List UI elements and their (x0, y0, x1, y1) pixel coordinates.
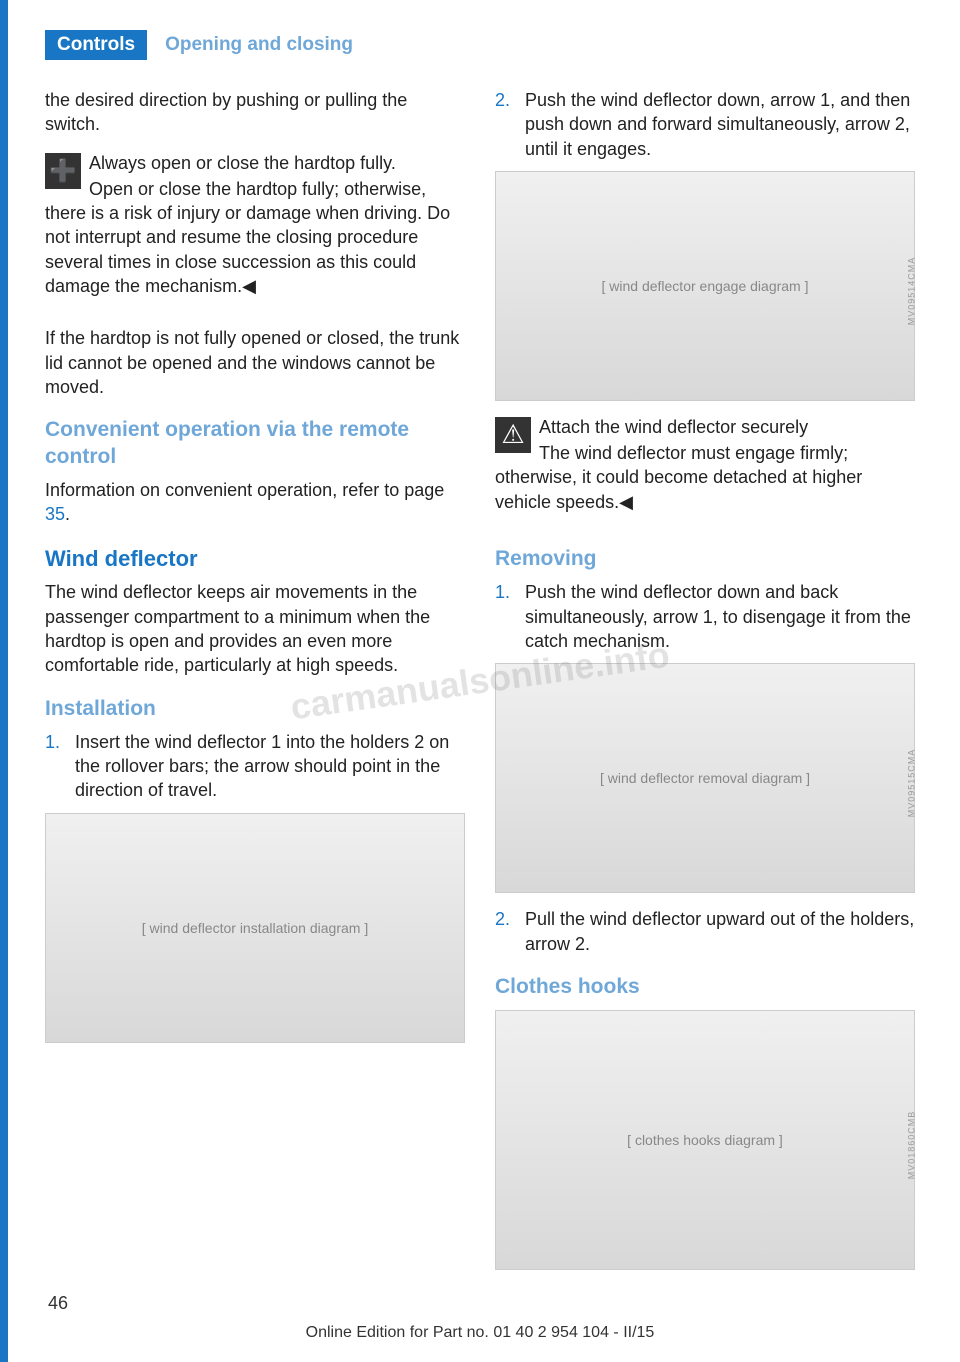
step-text: Push the wind deflector down and back si… (525, 580, 915, 653)
figure-removing: [ wind deflector removal diagram ] MV095… (495, 663, 915, 893)
removing-steps: 1. Push the wind deflector down and back… (495, 580, 915, 653)
warning-callout: Attach the wind deflector securely The w… (495, 415, 915, 528)
heading-installation: Installation (45, 696, 465, 722)
header-section: Controls (45, 30, 147, 60)
list-item: 1. Insert the wind deflector 1 into the … (45, 730, 465, 803)
step-text: Insert the wind deflector 1 into the hol… (75, 730, 465, 803)
paragraph: The wind deflector keeps air movements i… (45, 580, 465, 677)
installation-steps-cont: 2. Push the wind deflector down, arrow 1… (495, 88, 915, 161)
step-number: 2. (495, 907, 525, 956)
info-body: Open or close the hardtop fully; otherwi… (45, 177, 465, 298)
figure-placeholder: [ wind deflector removal diagram ] (600, 770, 810, 786)
info-icon (45, 153, 81, 189)
footer-text: Online Edition for Part no. 01 40 2 954 … (0, 1324, 960, 1342)
page-header: Controls Opening and closing (45, 30, 915, 60)
figure-placeholder: [ clothes hooks diagram ] (627, 1132, 783, 1148)
heading-wind-deflector: Wind deflector (45, 546, 465, 572)
paragraph: Information on convenient operation, ref… (45, 478, 465, 527)
page-link[interactable]: 35 (45, 504, 65, 524)
page-content: Controls Opening and closing the desired… (0, 0, 960, 1362)
figure-clothes-hooks: [ clothes hooks diagram ] MV01860CMB (495, 1010, 915, 1270)
list-item: 1. Push the wind deflector down and back… (495, 580, 915, 653)
heading-clothes-hooks: Clothes hooks (495, 974, 915, 1000)
header-subsection: Opening and closing (147, 30, 353, 60)
info-title: Always open or close the hardtop fully. (45, 151, 465, 175)
paragraph: If the hardtop is not fully opened or cl… (45, 326, 465, 399)
removing-steps-cont: 2. Pull the wind deflector upward out of… (495, 907, 915, 956)
figure-code: MV01860CMB (907, 1111, 917, 1180)
text: Information on convenient operation, ref… (45, 480, 444, 500)
list-item: 2. Push the wind deflector down, arrow 1… (495, 88, 915, 161)
paragraph: the desired direction by pushing or pull… (45, 88, 465, 137)
list-item: 2. Pull the wind deflector upward out of… (495, 907, 915, 956)
figure-installation-1: [ wind deflector installation diagram ] (45, 813, 465, 1043)
step-number: 1. (495, 580, 525, 653)
heading-removing: Removing (495, 546, 915, 572)
installation-steps: 1. Insert the wind deflector 1 into the … (45, 730, 465, 803)
warning-title: Attach the wind deflector securely (495, 415, 915, 439)
warning-body: The wind deflector must engage firmly; o… (495, 441, 915, 514)
step-text: Push the wind deflector down, arrow 1, a… (525, 88, 915, 161)
step-text: Pull the wind deflector upward out of th… (525, 907, 915, 956)
figure-code: MV09514CMA (907, 257, 917, 326)
info-callout: Always open or close the hardtop fully. … (45, 151, 465, 313)
left-column: the desired direction by pushing or pull… (45, 88, 465, 1284)
figure-installation-2: [ wind deflector engage diagram ] MV0951… (495, 171, 915, 401)
text: . (65, 504, 70, 524)
right-column: 2. Push the wind deflector down, arrow 1… (495, 88, 915, 1284)
figure-code: MV09515CMA (907, 749, 917, 818)
step-number: 1. (45, 730, 75, 803)
two-column-layout: the desired direction by pushing or pull… (45, 88, 915, 1284)
page-number: 46 (48, 1293, 68, 1314)
step-number: 2. (495, 88, 525, 161)
figure-placeholder: [ wind deflector engage diagram ] (601, 278, 808, 294)
warning-icon (495, 417, 531, 453)
figure-placeholder: [ wind deflector installation diagram ] (142, 920, 368, 936)
heading-remote-control: Convenient operation via the remote cont… (45, 417, 465, 470)
